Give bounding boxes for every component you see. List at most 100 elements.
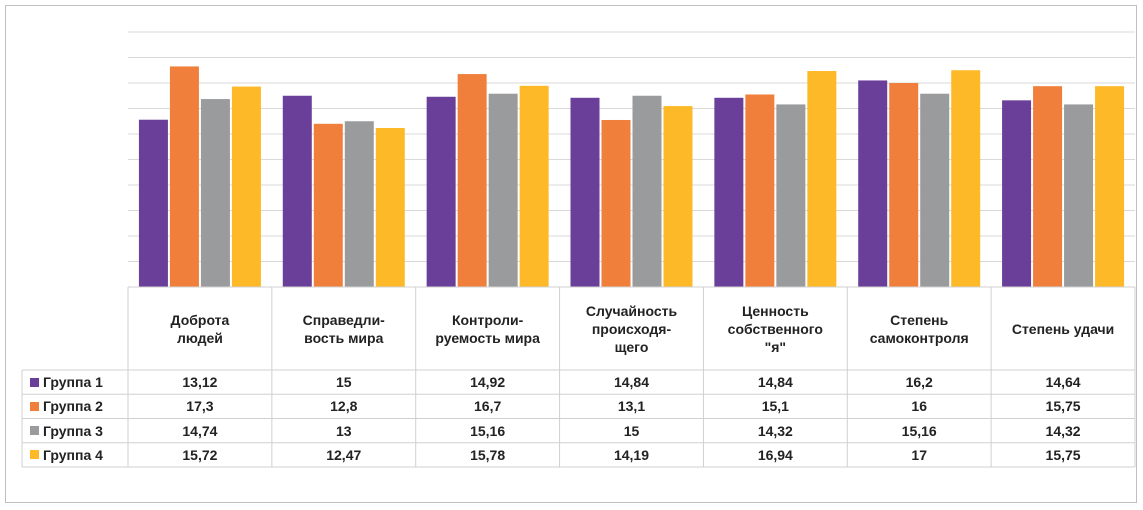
bar [951, 70, 981, 287]
legend-text: Группа 4 [43, 446, 103, 463]
x-tick-label-text: Степень удачи [1011, 320, 1115, 337]
bar [1095, 86, 1125, 287]
data-label-text: 15,78 [470, 446, 506, 463]
data-label-text: 14,64 [1045, 374, 1081, 391]
legend-swatch [30, 426, 39, 436]
data-label-text: 15 [623, 422, 640, 439]
x-tick-label-text: Контроли- руемость мира [435, 311, 540, 346]
data-label-text: 15,75 [1045, 398, 1081, 415]
legend-swatch [30, 377, 39, 387]
data-label: 14,84 [703, 370, 847, 394]
bar [1002, 100, 1032, 287]
data-label: 14,92 [416, 370, 560, 394]
bar [807, 71, 837, 287]
bar [375, 128, 405, 287]
bar [858, 80, 888, 287]
bar [313, 123, 343, 287]
data-label-text: 15,72 [182, 446, 218, 463]
data-label: 13 [272, 419, 416, 443]
bar [519, 85, 549, 288]
data-label: 14,84 [560, 370, 704, 394]
data-label: 14,32 [991, 419, 1135, 443]
legend-entry: Группа 4 [22, 443, 128, 467]
x-tick-label: Справедли- вость мира [272, 287, 416, 370]
data-label: 12,47 [272, 443, 416, 467]
data-label: 15,1 [703, 394, 847, 418]
data-label-text: 16,2 [905, 374, 933, 391]
bar [231, 86, 261, 287]
data-label: 15,16 [416, 419, 560, 443]
bar [138, 119, 168, 287]
data-label: 16,94 [703, 443, 847, 467]
legend-text: Группа 1 [43, 374, 103, 391]
bar [1064, 104, 1094, 287]
bar [1033, 86, 1063, 287]
data-label-text: 16,94 [757, 446, 793, 463]
data-label: 15 [272, 370, 416, 394]
data-label-text: 17,3 [186, 398, 214, 415]
data-label-text: 15,75 [1045, 446, 1081, 463]
bar [920, 93, 950, 288]
data-label: 15 [560, 419, 704, 443]
data-label-text: 13,1 [617, 398, 646, 415]
data-label-text: 17 [911, 446, 927, 463]
x-tick-label-text: Справедли- вость мира [302, 311, 385, 346]
data-label-text: 16 [911, 398, 927, 415]
x-tick-label-text: Ценность собственного "я" [727, 302, 823, 355]
data-label: 14,32 [703, 419, 847, 443]
data-label-text: 13,12 [182, 374, 218, 391]
data-label: 12,8 [272, 394, 416, 418]
legend-swatch [30, 450, 39, 460]
bar [200, 99, 230, 287]
data-label: 15,75 [991, 443, 1135, 467]
bar [601, 119, 631, 287]
data-label-text: 13 [335, 422, 352, 439]
x-tick-label: Ценность собственного "я" [703, 287, 847, 370]
legend-entry: Группа 2 [22, 394, 128, 418]
data-label: 14,74 [128, 419, 272, 443]
data-label-text: 15 [335, 374, 352, 391]
data-label: 15,72 [128, 443, 272, 467]
data-label-text: 15,16 [901, 422, 937, 439]
data-label-text: 14,74 [182, 422, 218, 439]
legend-entry: Группа 3 [22, 419, 128, 443]
data-label: 16,7 [416, 394, 560, 418]
data-label-text: 14,19 [613, 446, 649, 463]
x-tick-label: Случайность происходя- щего [560, 287, 704, 370]
bar [344, 121, 374, 287]
data-label: 15,16 [847, 419, 991, 443]
x-tick-label: Степень самоконтроля [847, 287, 991, 370]
data-label-text: 14,32 [757, 422, 793, 439]
data-label: 15,75 [991, 394, 1135, 418]
data-label-text: 14,92 [470, 374, 506, 391]
x-tick-label-text: Случайность происходя- щего [585, 302, 678, 355]
bar [282, 95, 312, 287]
bar [570, 97, 600, 287]
data-label: 16,2 [847, 370, 991, 394]
bar [745, 94, 775, 287]
x-tick-label-text: Степень самоконтроля [869, 311, 969, 346]
bar [663, 106, 693, 287]
data-label-text: 14,84 [757, 374, 793, 391]
bar [457, 74, 487, 287]
x-tick-label: Контроли- руемость мира [416, 287, 560, 370]
data-label-text: 14,84 [613, 374, 649, 391]
data-label-text: 15,16 [470, 422, 506, 439]
data-label: 16 [847, 394, 991, 418]
data-label-text: 14,32 [1045, 422, 1081, 439]
legend-swatch [30, 401, 39, 411]
legend-entry: Группа 1 [22, 370, 128, 394]
data-label: 14,19 [560, 443, 704, 467]
frame [5, 5, 1137, 503]
bar [714, 97, 744, 287]
bar [776, 104, 806, 287]
x-tick-label: Доброта людей [128, 287, 272, 370]
data-label-text: 12,8 [330, 398, 358, 415]
bar [169, 66, 199, 287]
data-label: 14,64 [991, 370, 1135, 394]
data-label: 13,12 [128, 370, 272, 394]
x-tick-label: Степень удачи [991, 287, 1135, 370]
data-label-text: 16,7 [474, 398, 502, 415]
